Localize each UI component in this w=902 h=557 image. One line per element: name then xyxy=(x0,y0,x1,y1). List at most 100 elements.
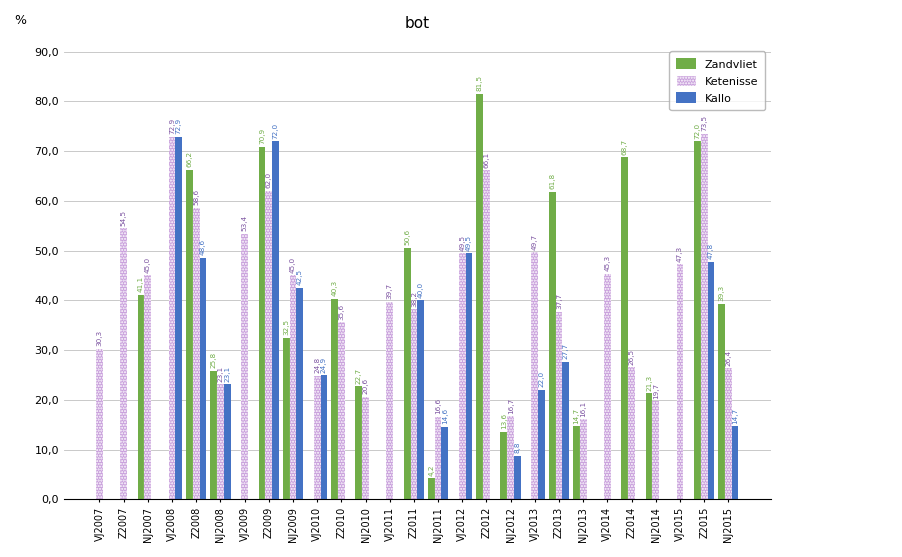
Bar xyxy=(651,402,658,500)
Bar xyxy=(313,376,320,500)
Bar xyxy=(193,208,199,500)
Text: 73,5: 73,5 xyxy=(700,115,706,131)
Bar xyxy=(465,253,472,500)
Bar xyxy=(272,141,279,500)
Text: 72,9: 72,9 xyxy=(169,118,175,134)
Bar xyxy=(258,146,265,500)
Text: 16,1: 16,1 xyxy=(580,400,585,417)
Text: 25,8: 25,8 xyxy=(210,353,216,369)
Bar xyxy=(224,384,230,500)
Bar xyxy=(603,274,610,500)
Bar xyxy=(282,338,290,500)
Bar xyxy=(717,304,724,500)
Text: 16,6: 16,6 xyxy=(435,398,440,414)
Text: 30,3: 30,3 xyxy=(97,330,103,346)
Text: 40,0: 40,0 xyxy=(418,282,423,298)
Bar xyxy=(320,375,327,500)
Text: 23,1: 23,1 xyxy=(224,366,230,382)
Text: 72,0: 72,0 xyxy=(272,123,278,139)
Bar xyxy=(621,158,628,500)
Text: 49,5: 49,5 xyxy=(459,234,465,251)
Bar xyxy=(362,397,369,500)
Text: 38,2: 38,2 xyxy=(410,291,417,307)
Bar xyxy=(548,192,555,500)
Bar xyxy=(355,387,362,500)
Text: 24,8: 24,8 xyxy=(314,358,320,373)
Text: 41,1: 41,1 xyxy=(138,276,144,292)
Text: 14,7: 14,7 xyxy=(573,408,579,424)
Text: 62,0: 62,0 xyxy=(265,172,272,188)
Text: 61,8: 61,8 xyxy=(548,173,555,189)
Bar xyxy=(410,309,417,500)
Bar xyxy=(210,371,216,500)
Bar xyxy=(483,170,489,500)
Text: 45,0: 45,0 xyxy=(290,257,296,273)
Bar xyxy=(337,322,345,500)
Text: 27,7: 27,7 xyxy=(562,343,568,359)
Bar xyxy=(538,390,545,500)
Bar xyxy=(700,134,707,500)
Text: 14,6: 14,6 xyxy=(441,408,447,424)
Text: 19,7: 19,7 xyxy=(652,383,658,399)
Bar xyxy=(434,417,441,500)
Bar xyxy=(290,275,296,500)
Bar xyxy=(296,288,303,500)
Bar xyxy=(676,264,683,500)
Legend: Zandvliet, Ketenisse, Kallo: Zandvliet, Ketenisse, Kallo xyxy=(668,51,764,110)
Text: 70,9: 70,9 xyxy=(259,128,264,144)
Bar xyxy=(707,261,713,500)
Text: 26,5: 26,5 xyxy=(628,349,634,365)
Bar xyxy=(475,94,483,500)
Bar xyxy=(573,426,579,500)
Bar xyxy=(120,228,127,500)
Bar xyxy=(724,368,731,500)
Text: 50,6: 50,6 xyxy=(404,229,410,245)
Bar xyxy=(96,349,103,500)
Bar xyxy=(628,368,634,500)
Text: 48,6: 48,6 xyxy=(199,239,206,255)
Bar xyxy=(386,302,392,500)
Text: 37,7: 37,7 xyxy=(556,293,561,309)
Text: 53,4: 53,4 xyxy=(242,215,247,231)
Text: 68,7: 68,7 xyxy=(621,139,627,155)
Bar xyxy=(579,419,586,500)
Bar xyxy=(199,257,207,500)
Text: 42,5: 42,5 xyxy=(297,269,302,285)
Bar xyxy=(137,295,144,500)
Bar xyxy=(417,300,424,500)
Bar xyxy=(216,384,224,500)
Bar xyxy=(403,247,410,500)
Bar xyxy=(331,299,337,500)
Text: 39,7: 39,7 xyxy=(386,283,392,299)
Bar xyxy=(265,191,272,500)
Text: 22,0: 22,0 xyxy=(538,372,544,388)
Text: 72,0: 72,0 xyxy=(694,123,700,139)
Text: 49,7: 49,7 xyxy=(531,233,538,250)
Text: 54,5: 54,5 xyxy=(121,209,126,226)
Bar xyxy=(175,136,182,500)
Bar xyxy=(458,253,465,500)
Text: 39,3: 39,3 xyxy=(718,285,723,301)
Bar xyxy=(169,136,175,500)
Text: 8,8: 8,8 xyxy=(514,442,520,453)
Text: 4,2: 4,2 xyxy=(428,465,434,476)
Bar xyxy=(562,361,568,500)
Text: 35,6: 35,6 xyxy=(338,304,344,320)
Text: 47,8: 47,8 xyxy=(707,243,713,259)
Text: 66,1: 66,1 xyxy=(483,152,489,168)
Text: 23,1: 23,1 xyxy=(217,366,223,382)
Title: bot: bot xyxy=(404,16,429,31)
Bar xyxy=(694,141,700,500)
Text: %: % xyxy=(14,14,26,27)
Bar xyxy=(513,456,520,500)
Text: 21,3: 21,3 xyxy=(645,375,651,391)
Text: 45,0: 45,0 xyxy=(144,257,151,273)
Text: 32,5: 32,5 xyxy=(283,319,289,335)
Text: 47,3: 47,3 xyxy=(676,246,682,261)
Text: 72,9: 72,9 xyxy=(176,118,181,134)
Text: 40,3: 40,3 xyxy=(331,280,337,296)
Bar xyxy=(144,275,151,500)
Text: 45,3: 45,3 xyxy=(603,255,610,271)
Text: 26,4: 26,4 xyxy=(724,349,731,365)
Text: 49,5: 49,5 xyxy=(465,234,472,251)
